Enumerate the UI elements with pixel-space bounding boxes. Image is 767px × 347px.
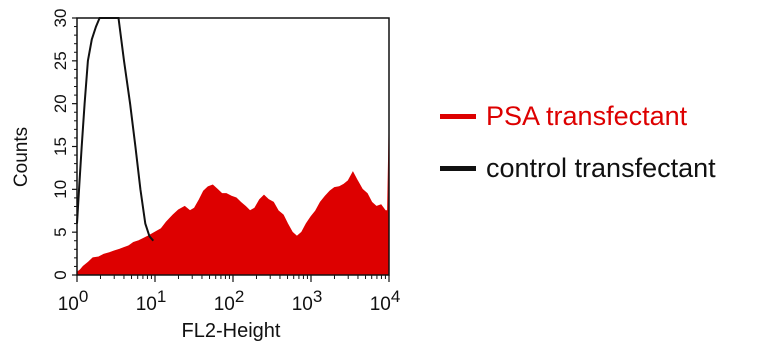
y-tick-label: 25 xyxy=(51,51,70,70)
y-tick-label: 30 xyxy=(51,9,70,28)
y-tick-label: 10 xyxy=(51,180,70,199)
x-tick-label: 100 xyxy=(58,287,89,315)
legend-item-psa: PSA transfectant xyxy=(440,101,687,132)
legend-swatch-control xyxy=(440,166,476,171)
legend-label-psa: PSA transfectant xyxy=(486,101,688,131)
y-tick-label: 15 xyxy=(51,137,70,156)
legend-swatch-psa xyxy=(440,114,476,119)
x-tick-label: 101 xyxy=(136,287,167,315)
x-tick-label: 104 xyxy=(370,287,401,315)
x-axis-label: FL2-Height xyxy=(182,320,281,342)
x-tick-label: 102 xyxy=(214,287,245,315)
series-line-control xyxy=(76,17,155,242)
y-tick-label: 0 xyxy=(51,270,70,279)
y-axis-label: Counts xyxy=(11,127,32,187)
legend-item-control: control transfectant xyxy=(440,153,716,184)
legend-label-control: control transfectant xyxy=(486,153,716,183)
series-area-psa xyxy=(76,133,390,276)
x-tick-label: 103 xyxy=(292,287,323,315)
y-tick-label: 5 xyxy=(51,227,70,236)
y-tick-label: 20 xyxy=(51,94,70,113)
